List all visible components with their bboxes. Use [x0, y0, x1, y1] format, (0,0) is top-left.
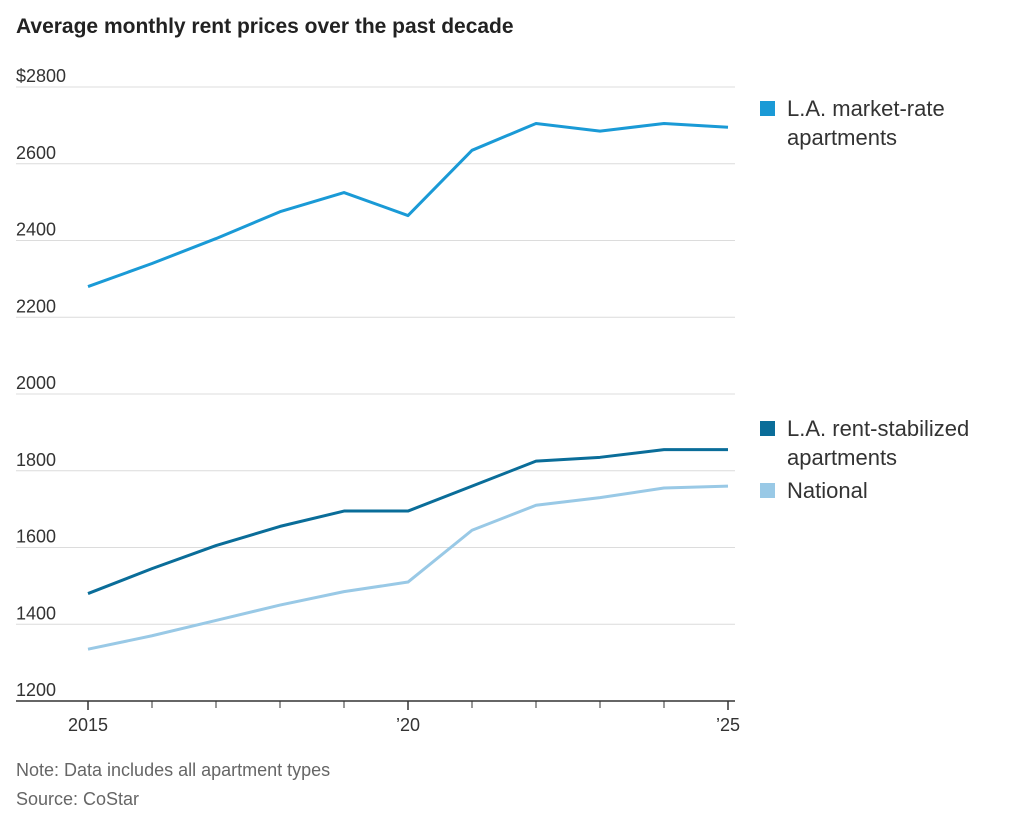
- legend-item: L.A. rent-stabilized apartments: [760, 414, 1009, 472]
- legend-label: L.A. market-rate apartments: [787, 96, 945, 150]
- y-tick-label: 1800: [16, 450, 56, 470]
- source: Source: CoStar: [16, 789, 139, 809]
- legend-swatch: [760, 421, 775, 436]
- series-line: [87, 484, 729, 651]
- series-line: [87, 448, 728, 595]
- legend-label: L.A. rent-stabilized apartments: [787, 416, 970, 470]
- y-tick-label: 2400: [16, 220, 56, 240]
- x-tick-label: ’25: [716, 715, 740, 735]
- y-tick-label: 2200: [16, 296, 56, 316]
- legend-swatch: [760, 483, 775, 498]
- y-tick-label: 1400: [16, 603, 56, 623]
- x-tick-label: 2015: [68, 715, 108, 735]
- x-tick-label: ’20: [396, 715, 420, 735]
- note: Note: Data includes all apartment types: [16, 760, 330, 780]
- y-tick-label: 2000: [16, 373, 56, 393]
- y-tick-label: 2600: [16, 143, 56, 163]
- legend-swatch: [760, 101, 775, 116]
- chart-title: Average monthly rent prices over the pas…: [16, 15, 514, 38]
- series-line: [87, 121, 729, 288]
- legend-item: L.A. market-rate apartments: [760, 94, 1009, 152]
- legend-label: National: [787, 478, 868, 503]
- y-tick-label: $2800: [16, 66, 66, 86]
- y-tick-label: 1600: [16, 527, 56, 547]
- y-tick-label: 1200: [16, 680, 56, 700]
- legend-item: National: [760, 476, 1009, 505]
